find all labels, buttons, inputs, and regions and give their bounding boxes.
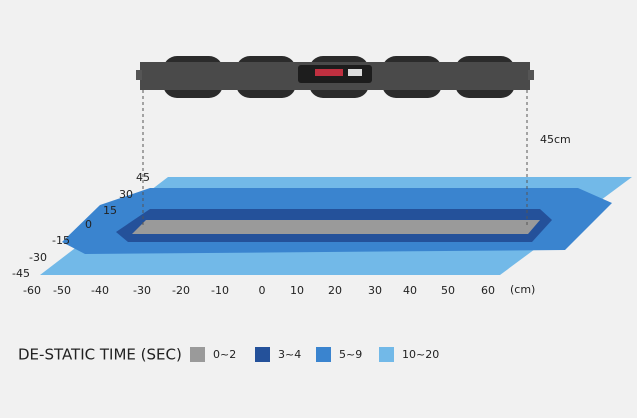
y-tick-label: -30 [29, 251, 47, 264]
y-tick-label: 15 [103, 204, 117, 217]
plane [40, 177, 632, 275]
x-tick-label: 50 [441, 284, 455, 297]
x-unit: (cm) [510, 283, 535, 296]
legend-label: 0~2 [213, 348, 236, 361]
legend-label: 10~20 [402, 348, 439, 361]
x-tick-label: 10 [290, 284, 304, 297]
device [136, 56, 534, 98]
x-tick-label: -50 [53, 284, 71, 297]
x-tick-label: 0 [259, 284, 266, 297]
x-tick-label: -20 [172, 284, 190, 297]
y-tick-label: -15 [52, 234, 70, 247]
legend-swatch [190, 347, 205, 362]
y-tick-label: 45 [136, 171, 150, 184]
y-tick-label: -45 [12, 267, 30, 280]
legend-swatch [316, 347, 331, 362]
x-tick-label: 30 [368, 284, 382, 297]
legend-label: 5~9 [339, 348, 362, 361]
x-tick-label: 20 [328, 284, 342, 297]
legend-swatch [379, 347, 394, 362]
x-tick-label: 40 [403, 284, 417, 297]
y-tick-label: 30 [119, 188, 133, 201]
legend-title: DE-STATIC TIME (SEC) [18, 346, 182, 364]
legend-label: 3~4 [278, 348, 301, 361]
x-tick-label: -10 [211, 284, 229, 297]
zone-0-2 [132, 220, 540, 234]
x-tick-label: -60 [23, 284, 41, 297]
legend-swatch [255, 347, 270, 362]
x-tick-label: -30 [133, 284, 151, 297]
y-tick-label: 0 [85, 218, 92, 231]
distance-label: 45cm [540, 133, 571, 146]
x-tick-label: -40 [91, 284, 109, 297]
x-tick-label: 60 [481, 284, 495, 297]
